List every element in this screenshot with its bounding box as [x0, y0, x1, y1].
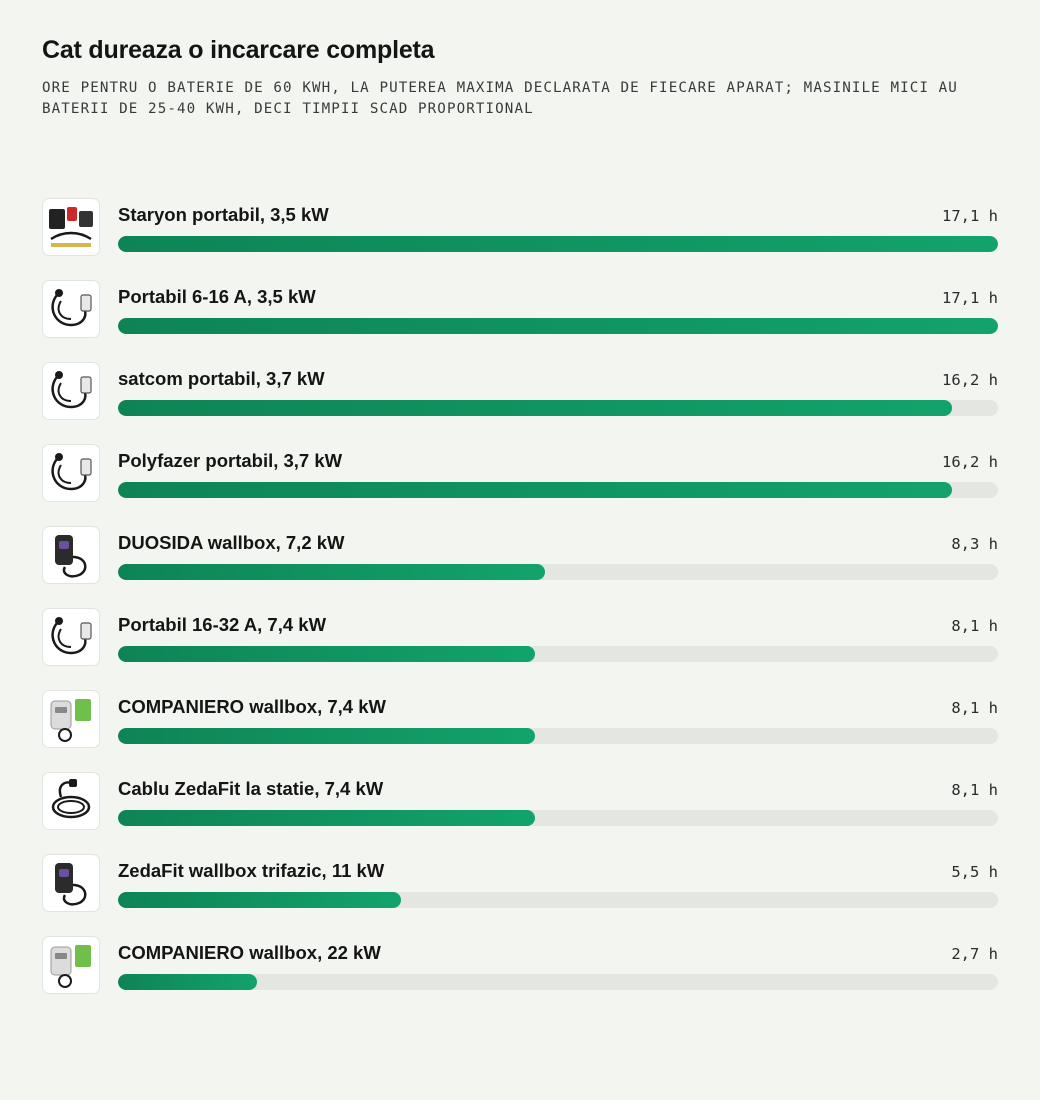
- bar-value-label: 8,1 h: [951, 781, 998, 799]
- bar-row: Portabil 16-32 A, 7,4 kW 8,1 h: [42, 608, 998, 690]
- wallbox-kit-image: [42, 690, 100, 748]
- wallbox-image: [42, 854, 100, 912]
- bar-row: satcom portabil, 3,7 kW 16,2 h: [42, 362, 998, 444]
- bar-value-label: 2,7 h: [951, 945, 998, 963]
- bar-value-label: 8,1 h: [951, 699, 998, 717]
- bar-label: Portabil 16-32 A, 7,4 kW: [118, 614, 327, 635]
- bar-row: Portabil 6-16 A, 3,5 kW 17,1 h: [42, 280, 998, 362]
- bar-list: Staryon portabil, 3,5 kW 17,1 h Portabil 6…: [42, 198, 998, 1018]
- bar-track: [118, 646, 998, 662]
- bar-label: Portabil 6-16 A, 3,5 kW: [118, 286, 316, 307]
- bar-track: [118, 564, 998, 580]
- bar-track: [118, 974, 998, 990]
- portable-charger-kit-image: [42, 198, 100, 256]
- bar-row: Staryon portabil, 3,5 kW 17,1 h: [42, 198, 998, 280]
- bar-track: [118, 236, 998, 252]
- bar-track: [118, 810, 998, 826]
- wallbox-kit-image: [42, 936, 100, 994]
- bar-row: DUOSIDA wallbox, 7,2 kW 8,3 h: [42, 526, 998, 608]
- bar: [118, 318, 998, 334]
- bar-label: COMPANIERO wallbox, 7,4 kW: [118, 696, 386, 717]
- bar-track: [118, 482, 998, 498]
- bar: [118, 564, 546, 580]
- bar-label: Polyfazer portabil, 3,7 kW: [118, 450, 343, 471]
- bar: [118, 236, 998, 252]
- bar: [118, 810, 535, 826]
- bar: [118, 646, 535, 662]
- chart-title: Cat dureaza o incarcare completa: [42, 36, 435, 64]
- bar-value-label: 8,1 h: [951, 617, 998, 635]
- bar-track: [118, 318, 998, 334]
- bar-label: Staryon portabil, 3,5 kW: [118, 204, 329, 225]
- bar-label: Cablu ZedaFit la statie, 7,4 kW: [118, 778, 384, 799]
- bar: [118, 974, 257, 990]
- portable-cable-image: [42, 280, 100, 338]
- bar-row: COMPANIERO wallbox, 7,4 kW 8,1 h: [42, 690, 998, 772]
- bar-label: satcom portabil, 3,7 kW: [118, 368, 325, 389]
- cable-coil-image: [42, 772, 100, 830]
- portable-cable-image: [42, 608, 100, 666]
- bar-value-label: 5,5 h: [951, 863, 998, 881]
- bar: [118, 892, 402, 908]
- bar-row: Cablu ZedaFit la statie, 7,4 kW 8,1 h: [42, 772, 998, 854]
- bar-value-label: 8,3 h: [951, 535, 998, 553]
- wallbox-image: [42, 526, 100, 584]
- portable-cable-image: [42, 362, 100, 420]
- bar-value-label: 16,2 h: [942, 453, 998, 471]
- bar-value-label: 16,2 h: [942, 371, 998, 389]
- bar-row: Polyfazer portabil, 3,7 kW 16,2 h: [42, 444, 998, 526]
- bar-label: COMPANIERO wallbox, 22 kW: [118, 942, 381, 963]
- portable-cable-image: [42, 444, 100, 502]
- bar-label: DUOSIDA wallbox, 7,2 kW: [118, 532, 345, 553]
- bar: [118, 400, 952, 416]
- bar-track: [118, 892, 998, 908]
- bar-value-label: 17,1 h: [942, 289, 998, 307]
- bar-track: [118, 400, 998, 416]
- bar-track: [118, 728, 998, 744]
- bar-label: ZedaFit wallbox trifazic, 11 kW: [118, 860, 385, 881]
- chart-subtitle: ORE PENTRU O BATERIE DE 60 KWH, LA PUTER…: [42, 80, 958, 117]
- bar-row: ZedaFit wallbox trifazic, 11 kW 5,5 h: [42, 854, 998, 936]
- bar-row: COMPANIERO wallbox, 22 kW 2,7 h: [42, 936, 998, 1018]
- bar-value-label: 17,1 h: [942, 207, 998, 225]
- bar: [118, 482, 952, 498]
- bar: [118, 728, 535, 744]
